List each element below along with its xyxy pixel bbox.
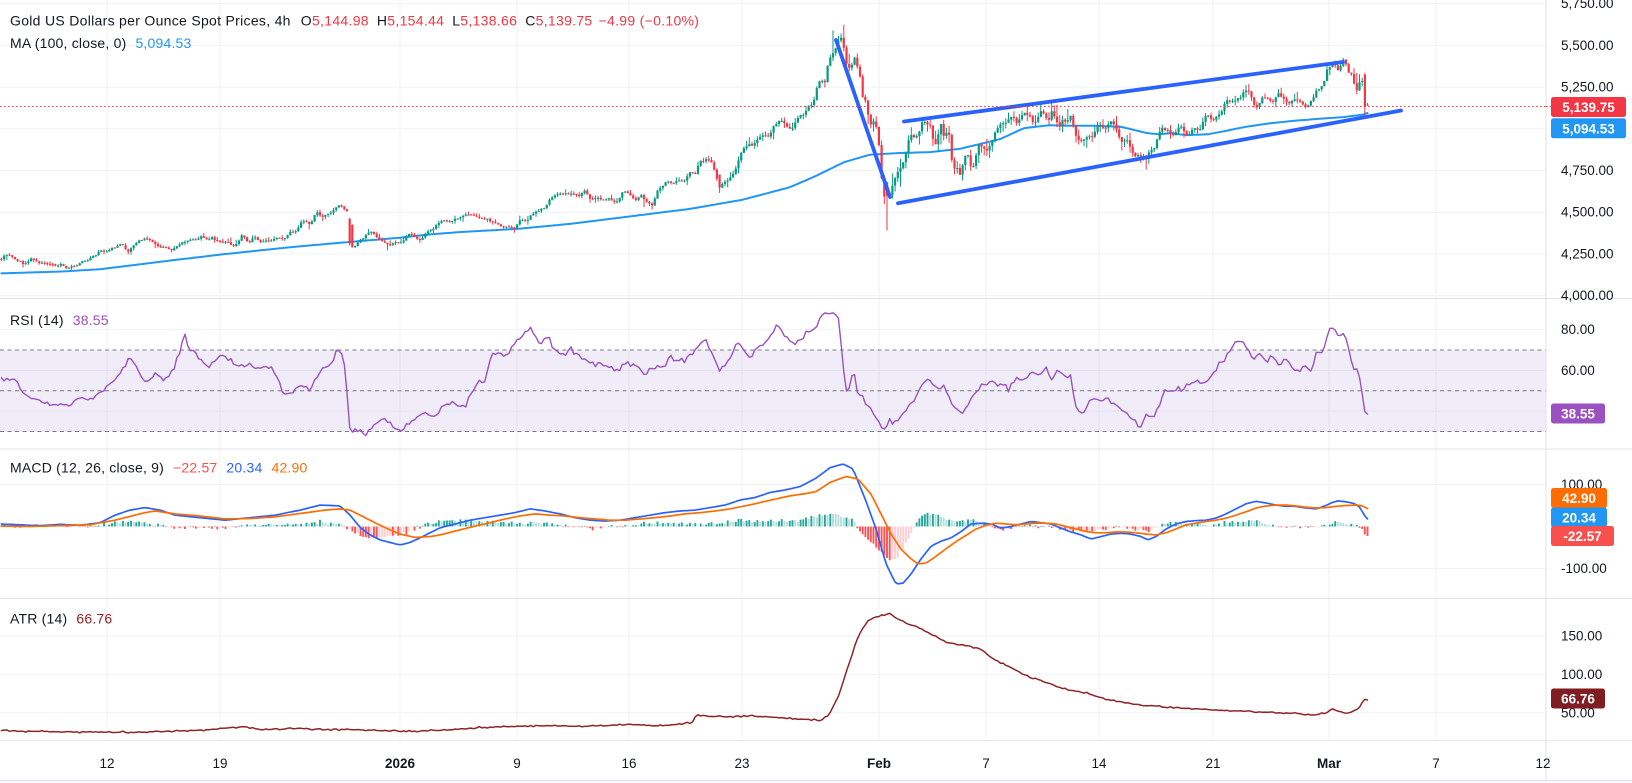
svg-text:MA (100, close, 0)5,094.53: MA (100, close, 0) 5,094.53 <box>10 35 192 51</box>
svg-text:38.55: 38.55 <box>1561 407 1595 422</box>
svg-text:7: 7 <box>1432 756 1440 771</box>
svg-text:-22.57: -22.57 <box>1563 529 1601 544</box>
svg-text:60.00: 60.00 <box>1561 363 1595 378</box>
svg-text:12: 12 <box>99 756 114 771</box>
svg-text:9: 9 <box>513 756 521 771</box>
svg-text:14: 14 <box>1091 756 1107 771</box>
svg-text:66.76: 66.76 <box>1561 692 1595 707</box>
svg-text:12: 12 <box>1535 756 1550 771</box>
svg-text:100.00: 100.00 <box>1561 667 1602 682</box>
svg-text:5,139.75: 5,139.75 <box>1562 100 1615 115</box>
svg-text:4,750.00: 4,750.00 <box>1561 163 1614 178</box>
svg-text:7: 7 <box>982 756 990 771</box>
svg-text:21: 21 <box>1205 756 1220 771</box>
svg-text:5,750.00: 5,750.00 <box>1561 0 1614 11</box>
svg-text:Mar: Mar <box>1317 756 1342 771</box>
svg-text:20.34: 20.34 <box>1562 511 1596 526</box>
svg-text:23: 23 <box>734 756 749 771</box>
svg-text:80.00: 80.00 <box>1561 322 1595 337</box>
svg-text:MACD (12, 26, close, 9)−22.572: MACD (12, 26, close, 9) −22.57 20.34 42.90 <box>10 460 308 476</box>
svg-text:42.90: 42.90 <box>1562 491 1596 506</box>
svg-text:5,500.00: 5,500.00 <box>1561 38 1614 53</box>
svg-text:Feb: Feb <box>867 756 891 771</box>
svg-text:5,094.53: 5,094.53 <box>1562 121 1615 136</box>
svg-text:150.00: 150.00 <box>1561 629 1602 644</box>
svg-text:RSI (14)38.55: RSI (14) 38.55 <box>10 312 109 328</box>
svg-text:19: 19 <box>212 756 227 771</box>
svg-text:5,250.00: 5,250.00 <box>1561 80 1614 95</box>
svg-text:2026: 2026 <box>385 756 416 771</box>
svg-text:Gold US Dollars per Ounce Spot: Gold US Dollars per Ounce Spot Prices, 4… <box>10 13 699 29</box>
svg-text:4,250.00: 4,250.00 <box>1561 246 1614 261</box>
svg-text:50.00: 50.00 <box>1561 705 1595 720</box>
svg-text:4,500.00: 4,500.00 <box>1561 205 1614 220</box>
svg-text:-100.00: -100.00 <box>1561 561 1607 576</box>
svg-text:ATR (14)66.76: ATR (14) 66.76 <box>10 611 112 627</box>
svg-text:4,000.00: 4,000.00 <box>1561 288 1614 303</box>
svg-text:16: 16 <box>621 756 636 771</box>
